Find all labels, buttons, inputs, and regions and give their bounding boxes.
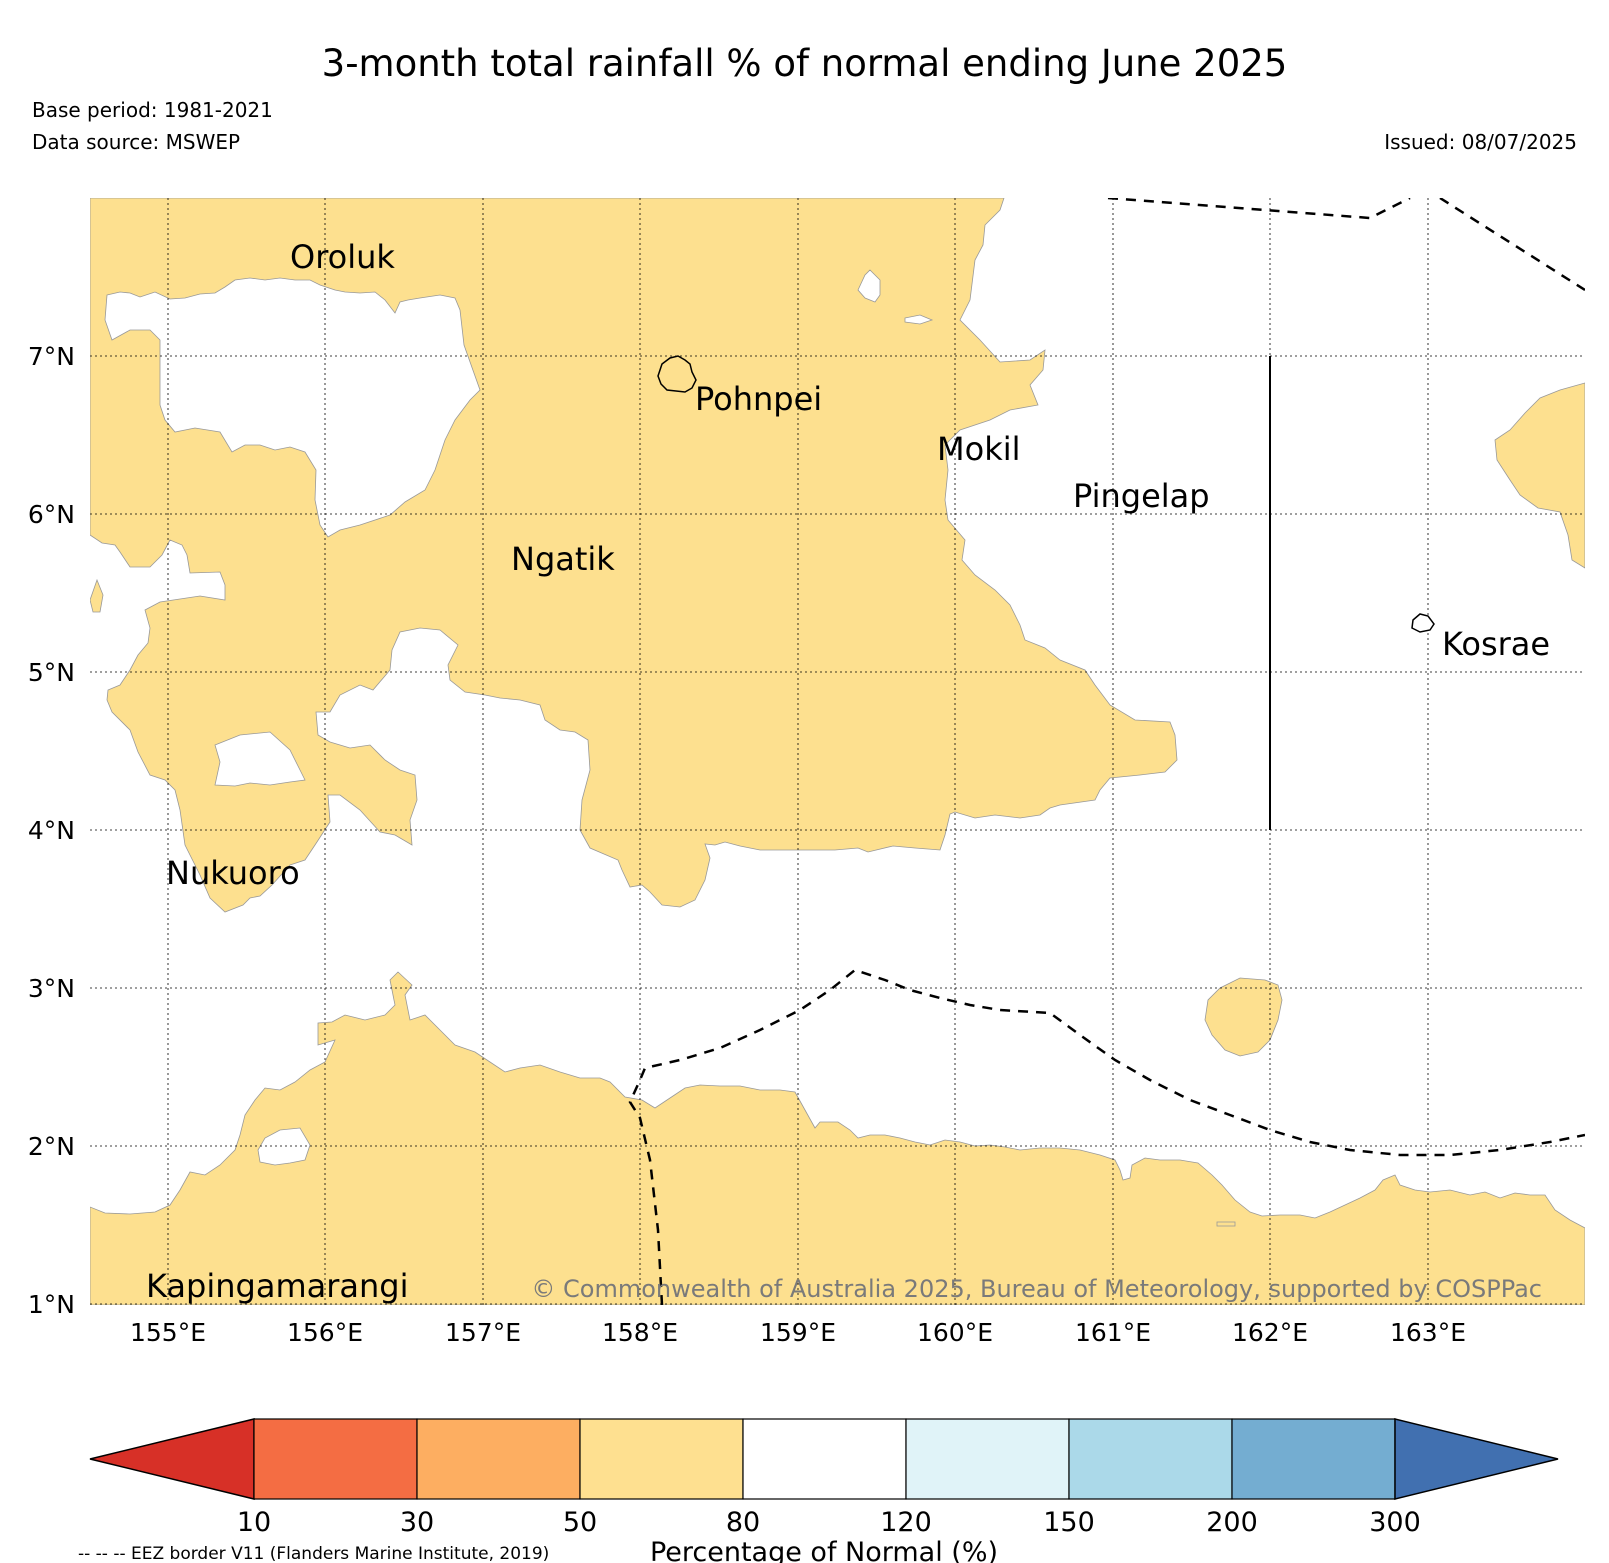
lat-label: 1°N <box>28 1290 75 1319</box>
rainfall-region-blob <box>1204 977 1283 1057</box>
kosrae-island-icon <box>1411 613 1435 633</box>
lon-label: 158°E <box>602 1318 678 1347</box>
place-label-pingelap: Pingelap <box>1073 477 1210 515</box>
place-label-kosrae: Kosrae <box>1442 625 1550 663</box>
issued-date-text: Issued: 08/07/2025 <box>1384 130 1577 154</box>
lon-label: 156°E <box>287 1318 363 1347</box>
colorbar-tick-label: 200 <box>1206 1507 1258 1538</box>
place-label-kapingamarangi: Kapingamarangi <box>146 1267 408 1305</box>
pohnpei-island-icon <box>657 355 697 393</box>
rainfall-region-north <box>90 198 1178 913</box>
small-region-west <box>90 578 104 613</box>
lat-label: 4°N <box>28 816 75 845</box>
colorbar-segment <box>253 1418 418 1500</box>
lat-label: 3°N <box>28 974 75 1003</box>
data-source-text: Data source: MSWEP <box>32 130 241 154</box>
colorbar-segment <box>579 1418 744 1500</box>
lat-labels: 7°N 6°N 5°N 4°N 3°N 2°N 1°N <box>28 342 75 1319</box>
colorbar-tick-label: 50 <box>563 1507 597 1538</box>
place-label-pohnpei: Pohnpei <box>695 380 822 418</box>
colorbar-tick-label: 10 <box>237 1507 271 1538</box>
colorbar-tick-label: 120 <box>880 1507 932 1538</box>
colorbar-tick-label: 30 <box>400 1507 434 1538</box>
colorbar-segment <box>905 1418 1070 1500</box>
colorbar-under-triangle <box>89 1418 255 1500</box>
colorbar-tick-label: 80 <box>726 1507 760 1538</box>
eez-border <box>628 198 1585 1305</box>
map-title: 3-month total rainfall % of normal endin… <box>321 42 1288 85</box>
lat-label: 7°N <box>28 342 75 371</box>
colorbar-over-triangle <box>1394 1418 1559 1500</box>
place-label-nukuoro: Nukuoro <box>166 854 300 892</box>
lon-label: 155°E <box>130 1318 206 1347</box>
colorbar-tick-label: 300 <box>1369 1507 1421 1538</box>
lon-label: 160°E <box>917 1318 993 1347</box>
colorbar-segment <box>1231 1418 1396 1500</box>
lon-label: 161°E <box>1075 1318 1151 1347</box>
lat-label: 5°N <box>28 658 75 687</box>
small-region-dash <box>1216 1221 1236 1227</box>
rainfall-region-south <box>90 971 1585 1305</box>
lon-label: 162°E <box>1232 1318 1308 1347</box>
colorbar-segment <box>1068 1418 1233 1500</box>
lat-label: 6°N <box>28 500 75 529</box>
colorbar-segment <box>742 1418 907 1500</box>
base-period-text: Base period: 1981-2021 <box>32 98 273 122</box>
copyright-text: © Commonwealth of Australia 2025, Bureau… <box>531 1275 1542 1303</box>
place-label-ngatik: Ngatik <box>511 540 615 578</box>
eez-footnote: -- -- -- EEZ border V11 (Flanders Marine… <box>78 1544 549 1563</box>
colorbar-label: Percentage of Normal (%) <box>650 1537 998 1563</box>
lat-label: 2°N <box>28 1132 75 1161</box>
place-label-oroluk: Oroluk <box>290 238 395 276</box>
lon-label: 159°E <box>760 1318 836 1347</box>
colorbar-tick-label: 150 <box>1043 1507 1095 1538</box>
lon-labels: 155°E 156°E 157°E 158°E 159°E 160°E 161°… <box>130 1318 1466 1347</box>
place-label-mokil: Mokil <box>937 430 1021 468</box>
colorbar-segment <box>416 1418 581 1500</box>
lon-label: 163°E <box>1390 1318 1466 1347</box>
rainfall-region-east <box>1494 382 1585 569</box>
lon-label: 157°E <box>445 1318 521 1347</box>
colorbar: 10 30 50 80 120 150 200 300 Percentage o… <box>89 1418 1559 1563</box>
